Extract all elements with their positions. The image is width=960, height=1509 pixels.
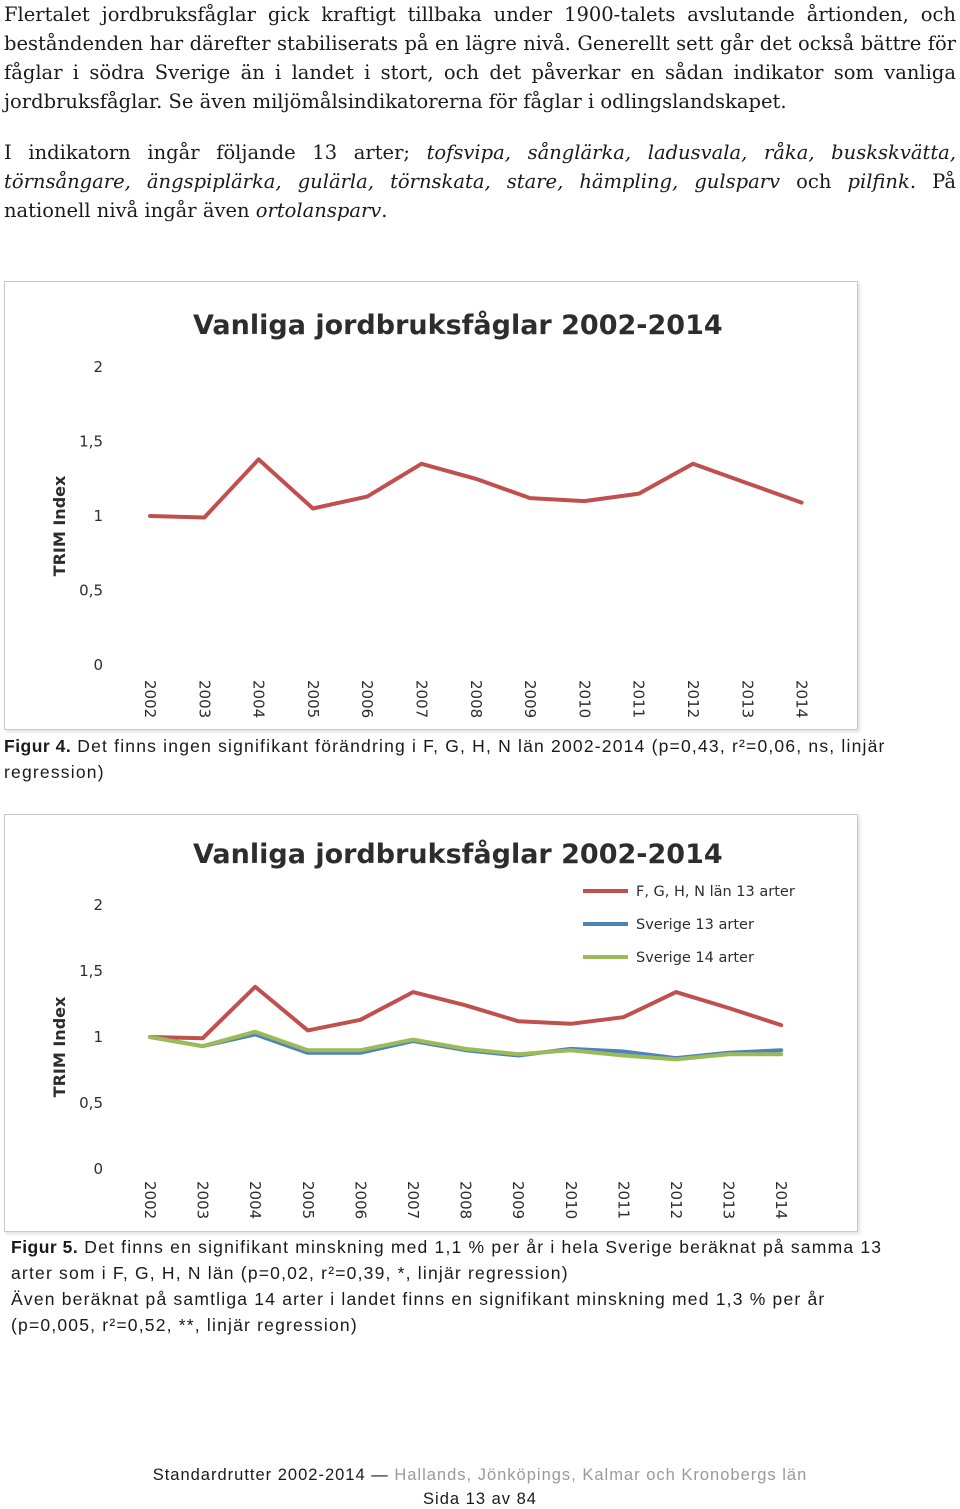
y-tick-label: 2 [93,358,103,376]
species-last: pilfink [847,170,910,193]
x-tick-label: 2013 [738,680,756,718]
x-tick-label: 2011 [614,1181,632,1219]
legend-label: Sverige 14 arter [636,950,754,966]
y-axis-label: TRIM Index [50,475,69,576]
x-tick-label: 2005 [299,1181,317,1219]
footer-region: Hallands, Jönköpings, Kalmar och Kronobe… [394,1466,808,1484]
y-tick-label: 0 [93,656,103,674]
chart-title: Vanliga jordbruksfåglar 2002-2014 [193,309,723,341]
page-number: Sida 13 av 84 [423,1490,537,1508]
y-tick-label: 1 [93,1028,103,1046]
figure-4-caption: Figur 4. Det finns ingen signifikant för… [4,733,904,785]
figure-5-caption: Figur 5. Det finns en signifikant minskn… [11,1234,901,1338]
y-tick-label: 1,5 [79,433,103,451]
footer-report: Standardrutter 2002-2014 — [152,1466,395,1484]
x-tick-label: 2009 [521,680,539,718]
x-tick-label: 2002 [141,680,159,718]
chart-figure-4: Vanliga jordbruksfåglar 2002-2014 0 0,5 1 1,… [4,281,858,730]
x-tick-label: 2014 [772,1181,790,1219]
figure-4-text: Det finns ingen signifikant förändring i… [4,736,886,782]
x-tick-label: 2012 [667,1181,685,1219]
x-tick-label: 2008 [457,1181,475,1219]
species-intro: I indikatorn ingår följande 13 arter; [4,141,427,164]
chart-svg-figure-4: Vanliga jordbruksfåglar 2002-2014 0 0,5 1 1,… [50,309,811,718]
figure-4-label: Figur 4. [4,736,72,756]
legend-label: Sverige 13 arter [636,917,754,933]
x-tick-label: 2005 [304,680,322,718]
x-tick-label: 2011 [630,680,648,718]
intro-paragraph-1: Flertalet jordbruksfåglar gick kraftigt … [4,3,956,113]
national-note: . På nationell nivå ingår även [4,170,956,222]
x-tick-label: 2003 [195,680,213,718]
y-tick-label: 0 [93,1160,103,1178]
x-tick-label: 2008 [467,680,485,718]
x-tick-label: 2004 [246,1181,264,1219]
y-axis-label: TRIM Index [50,996,69,1097]
species-och: och [780,170,848,193]
x-tick-label: 2009 [509,1181,527,1219]
x-tick-label: 2003 [194,1181,212,1219]
page-footer: Standardrutter 2002-2014 — Hallands, Jön… [0,1466,960,1485]
x-tick-label: 2004 [250,680,268,718]
period: . [381,199,388,222]
figure-5-label: Figur 5. [11,1237,79,1257]
x-tick-label: 2002 [141,1181,159,1219]
series-line-1 [148,457,804,520]
x-tick-label: 2013 [720,1181,738,1219]
y-tick-label: 0,5 [79,582,103,600]
figure-5-text: Det finns en signifikant minskning med 1… [11,1237,883,1283]
national-species: ortolansparv [255,199,382,222]
legend-label: F, G, H, N län 13 arter [636,884,795,900]
chart-svg-figure-5: Vanliga jordbruksfåglar 2002-2014 0 0,5 1 1,… [50,838,795,1219]
series-line-2 [148,1032,784,1061]
x-tick-label: 2006 [358,680,376,718]
x-tick-label: 2012 [684,680,702,718]
y-tick-label: 1 [93,507,103,525]
x-tick-label: 2006 [351,1181,369,1219]
chart-figure-5: Vanliga jordbruksfåglar 2002-2014 0 0,5 1 1,… [4,814,858,1232]
figure-5-text-2: Även beräknat på samtliga 14 arter i lan… [11,1289,826,1335]
y-tick-label: 2 [93,896,103,914]
y-tick-label: 1,5 [79,962,103,980]
x-tick-label: 2014 [793,680,811,718]
series-line-1 [148,984,784,1041]
y-tick-label: 0,5 [79,1094,103,1112]
x-tick-label: 2007 [413,680,431,718]
x-tick-label: 2007 [404,1181,422,1219]
chart-title: Vanliga jordbruksfåglar 2002-2014 [193,838,723,870]
intro-paragraph-2: I indikatorn ingår följande 13 arter; to… [4,138,956,225]
x-tick-label: 2010 [575,680,593,718]
species-list: tofsvipa, sånglärka, ladusvala, råka, bu… [4,141,956,193]
x-tick-label: 2010 [562,1181,580,1219]
